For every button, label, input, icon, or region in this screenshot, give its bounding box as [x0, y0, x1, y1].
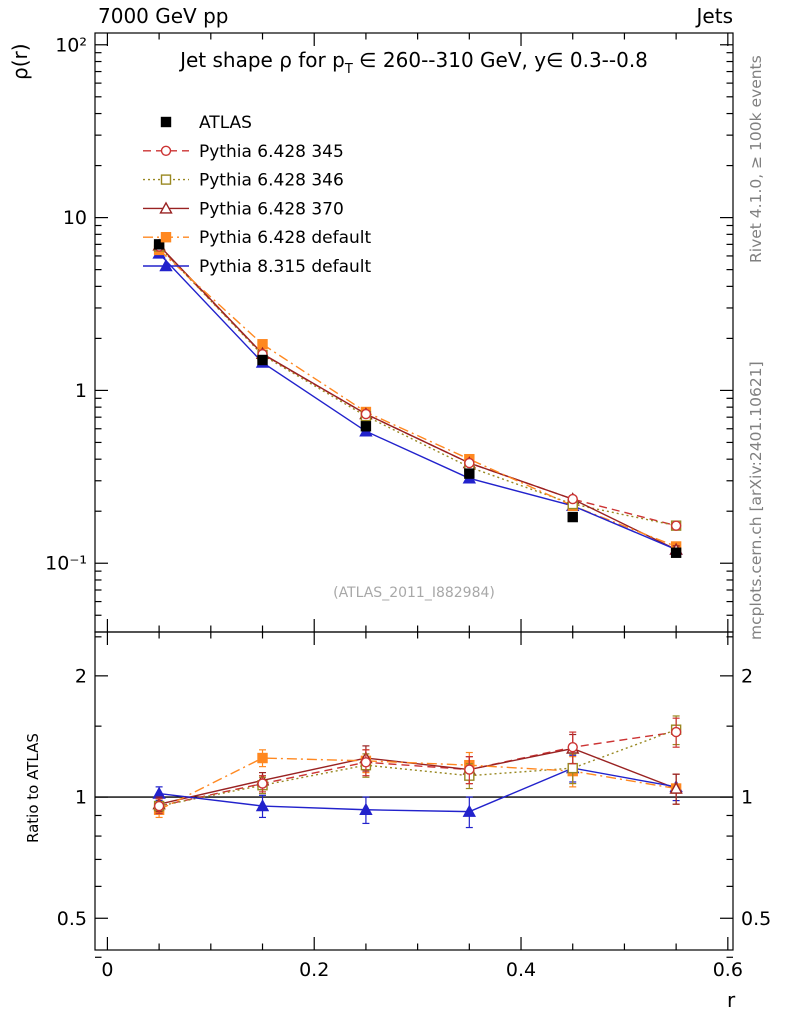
rivet-version-note: Rivet 4.1.0, ≥ 100k events	[747, 55, 765, 263]
legend-label-atlas: ATLAS	[199, 113, 252, 133]
points-pythia-8-315-default	[152, 246, 683, 555]
tick-labels: 10² 10 1 10⁻¹ 2 2 1 1 0.5 0.5 0 0.2 0.4 0.6	[45, 34, 771, 981]
line-pythia-8-315-default	[158, 252, 677, 551]
legend-label-pythia-6-428-345: Pythia 6.428 345	[199, 142, 344, 162]
legend-label-pythia-8-315-default: Pythia 8.315 default	[199, 257, 372, 277]
points-pythia-6-428-345	[153, 717, 682, 815]
line-pythia-6-428-346	[158, 729, 677, 807]
points-pythia-6-428-346	[153, 715, 682, 815]
legend-label-pythia-6-428-default: Pythia 6.428 default	[199, 228, 372, 248]
x-axis-label: r	[727, 988, 736, 1012]
points-pythia-6-428-default	[153, 244, 682, 552]
line-pythia-6-428-default	[158, 249, 677, 548]
series-main	[152, 238, 683, 558]
y-axis-label-ratio: Ratio to ATLAS	[24, 733, 42, 843]
points-pythia-6-428-346	[153, 241, 682, 531]
line-pythia-6-428-370	[158, 747, 677, 805]
y-axis-label-main: ρ(r)	[8, 43, 32, 80]
legend-label-pythia-6-428-346: Pythia 6.428 346	[199, 171, 344, 191]
svg-text:0.2: 0.2	[299, 959, 329, 981]
plot-title: Jet shape ρ for pT ∈ 260--310 GeV, y∈ 0.…	[95, 48, 733, 77]
series-ratio	[152, 715, 683, 829]
legend-label-pythia-6-428-370: Pythia 6.428 370	[199, 199, 344, 219]
svg-text:10²: 10²	[55, 34, 87, 56]
plot-title-part1: Jet shape ρ for p	[180, 48, 345, 72]
svg-text:1: 1	[75, 380, 87, 402]
beam-energy-label: 7000 GeV pp	[98, 4, 229, 28]
line-pythia-6-428-345	[158, 731, 677, 807]
svg-text:0.6: 0.6	[713, 959, 743, 981]
points-atlas	[153, 239, 682, 558]
line-pythia-8-315-default	[159, 767, 677, 813]
svg-text:1: 1	[75, 787, 87, 809]
line-pythia-6-428-default	[158, 757, 677, 811]
analysis-group-label: Jets	[696, 4, 733, 28]
svg-text:2: 2	[741, 665, 753, 687]
mcplots-note: mcplots.cern.ch [arXiv:2401.10621]	[747, 361, 765, 640]
line-pythia-6-428-345	[158, 246, 677, 527]
plot-title-subscript: T	[344, 62, 353, 77]
svg-text:2: 2	[75, 665, 87, 687]
svg-text:0.5: 0.5	[741, 908, 771, 930]
svg-text:0: 0	[101, 959, 113, 981]
svg-text:10⁻¹: 10⁻¹	[45, 553, 87, 575]
svg-text:0.4: 0.4	[506, 959, 536, 981]
analysis-id-watermark: (ATLAS_2011_I882984)	[333, 585, 495, 601]
svg-text:0.5: 0.5	[57, 908, 87, 930]
svg-text:10: 10	[63, 207, 87, 229]
line-pythia-6-428-346	[158, 246, 677, 527]
legend: ATLAS Pythia 6.428 345 Pythia 6.428 346 Pyt…	[143, 113, 372, 277]
axes-frame	[94, 32, 734, 958]
svg-text:1: 1	[741, 787, 753, 809]
line-pythia-6-428-370	[158, 244, 677, 551]
points-pythia-6-428-345	[153, 241, 682, 531]
plot-title-part2: ∈ 260--310 GeV, y∈ 0.3--0.8	[352, 48, 648, 72]
